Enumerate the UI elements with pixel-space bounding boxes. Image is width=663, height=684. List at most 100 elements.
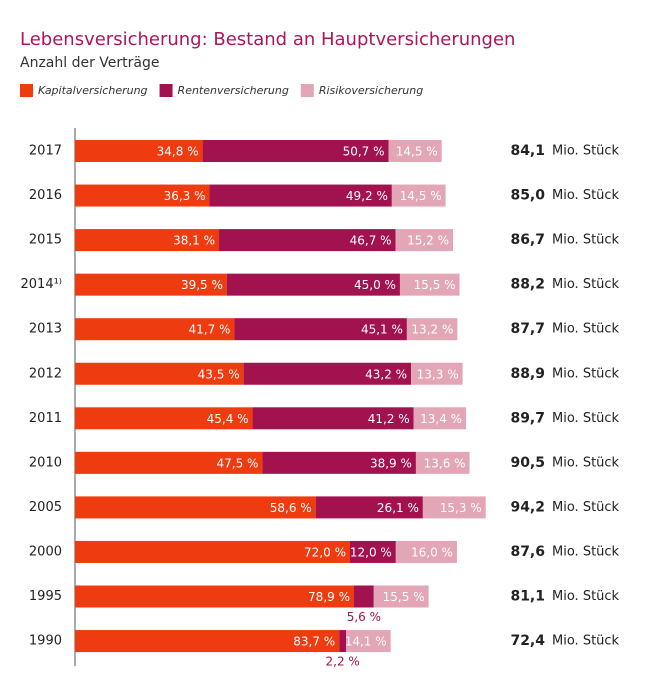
total-label: 88,2	[510, 277, 545, 293]
value-label: 15,5 %	[414, 278, 456, 292]
value-label: 15,2 %	[407, 234, 449, 248]
category-label: 2012	[29, 366, 62, 381]
value-label: 36,3 %	[164, 189, 206, 203]
total-unit: Mio. Stück	[552, 277, 620, 292]
value-label: 39,5 %	[181, 278, 223, 292]
bar-segment	[234, 318, 407, 341]
total-unit: Mio. Stück	[552, 634, 620, 649]
value-label: 46,7 %	[350, 234, 392, 248]
value-label: 13,2 %	[411, 323, 453, 337]
value-label: 50,7 %	[343, 145, 385, 159]
total-unit: Mio. Stück	[552, 455, 620, 470]
bar-segment	[411, 362, 463, 385]
category-label: 2014¹⁾	[21, 277, 63, 292]
bar-segment	[406, 318, 458, 341]
value-label: 45,0 %	[354, 278, 396, 292]
value-label: 12,0 %	[350, 545, 392, 559]
total-label: 81,1	[510, 589, 545, 605]
total-unit: Mio. Stück	[552, 500, 620, 515]
total-unit: Mio. Stück	[552, 188, 620, 203]
value-label: 14,1 %	[345, 635, 387, 649]
bar-segment	[75, 407, 253, 430]
bar-segment	[75, 496, 316, 519]
bar-segment	[373, 585, 429, 608]
bar-segment	[75, 229, 220, 252]
value-label: 26,1 %	[377, 501, 419, 515]
bar-segment	[339, 630, 347, 653]
legend-swatch	[300, 84, 314, 97]
value-label: 58,6 %	[270, 501, 312, 515]
value-label: 15,3 %	[440, 501, 482, 515]
value-label: 38,9 %	[370, 456, 412, 470]
bar-segment	[243, 362, 412, 385]
legend-swatch	[159, 84, 173, 97]
legend-label: Risikoversicherung	[319, 84, 423, 97]
bar-segment	[353, 585, 374, 608]
category-label: 2005	[29, 500, 62, 515]
bar-segment	[75, 585, 354, 608]
bar-segment	[75, 362, 244, 385]
total-unit: Mio. Stück	[552, 322, 620, 337]
total-label: 85,0	[510, 188, 545, 204]
legend-label: Rentenversicherung	[178, 84, 289, 97]
category-label: 1990	[29, 634, 62, 649]
value-label: 2,2 %	[326, 655, 360, 669]
bar-segment	[391, 184, 446, 207]
bar-segment	[219, 229, 396, 252]
category-label: 2000	[29, 544, 62, 559]
legend-swatch	[20, 84, 33, 97]
bar-segment	[395, 229, 454, 252]
value-label: 5,6 %	[347, 610, 381, 624]
category-label: 1995	[29, 589, 62, 604]
value-label: 15,5 %	[383, 590, 425, 604]
chart-title: Lebensversicherung: Bestand an Hauptvers…	[20, 29, 515, 50]
bar-segment	[388, 140, 442, 162]
value-label: 13,4 %	[420, 412, 462, 426]
total-unit: Mio. Stück	[552, 233, 620, 248]
value-label: 41,7 %	[189, 323, 231, 337]
value-label: 83,7 %	[293, 635, 335, 649]
bar-segment	[75, 184, 210, 207]
value-label: 49,2 %	[346, 189, 388, 203]
total-label: 89,7	[510, 410, 545, 426]
value-label: 45,1 %	[361, 323, 403, 337]
bar-segment	[75, 318, 235, 341]
value-label: 14,5 %	[396, 145, 438, 159]
total-label: 94,2	[510, 499, 545, 515]
bar-segment	[413, 407, 467, 430]
total-label: 87,7	[510, 321, 545, 337]
value-label: 16,0 %	[411, 545, 453, 559]
value-label: 43,2 %	[365, 367, 407, 381]
category-label: 2016	[29, 188, 62, 203]
bar-segment	[75, 140, 203, 162]
total-label: 87,6	[510, 544, 545, 560]
value-label: 14,5 %	[400, 189, 442, 203]
total-unit: Mio. Stück	[552, 589, 620, 604]
bar-segment	[209, 184, 392, 207]
bar-segment	[315, 496, 423, 519]
value-label: 78,9 %	[308, 590, 350, 604]
total-unit: Mio. Stück	[552, 144, 620, 159]
bar-segment	[226, 273, 400, 296]
total-label: 84,1	[510, 143, 545, 159]
total-label: 86,7	[510, 232, 545, 248]
category-label: 2011	[29, 411, 62, 426]
value-label: 45,4 %	[207, 412, 249, 426]
value-label: 13,3 %	[417, 367, 459, 381]
bar-segment	[349, 540, 396, 563]
bar-segment	[202, 140, 389, 162]
total-unit: Mio. Stück	[552, 544, 620, 559]
bar-segment	[75, 630, 340, 653]
bar-segment	[422, 496, 486, 519]
value-label: 43,5 %	[198, 367, 240, 381]
category-label: 2010	[29, 455, 62, 470]
value-label: 41,2 %	[368, 412, 410, 426]
category-label: 2015	[29, 233, 62, 248]
bar-segment	[399, 273, 460, 296]
total-label: 72,4	[510, 633, 545, 649]
bar-segment	[75, 273, 227, 296]
bar-segment	[75, 540, 350, 563]
bar-segment	[415, 451, 470, 474]
